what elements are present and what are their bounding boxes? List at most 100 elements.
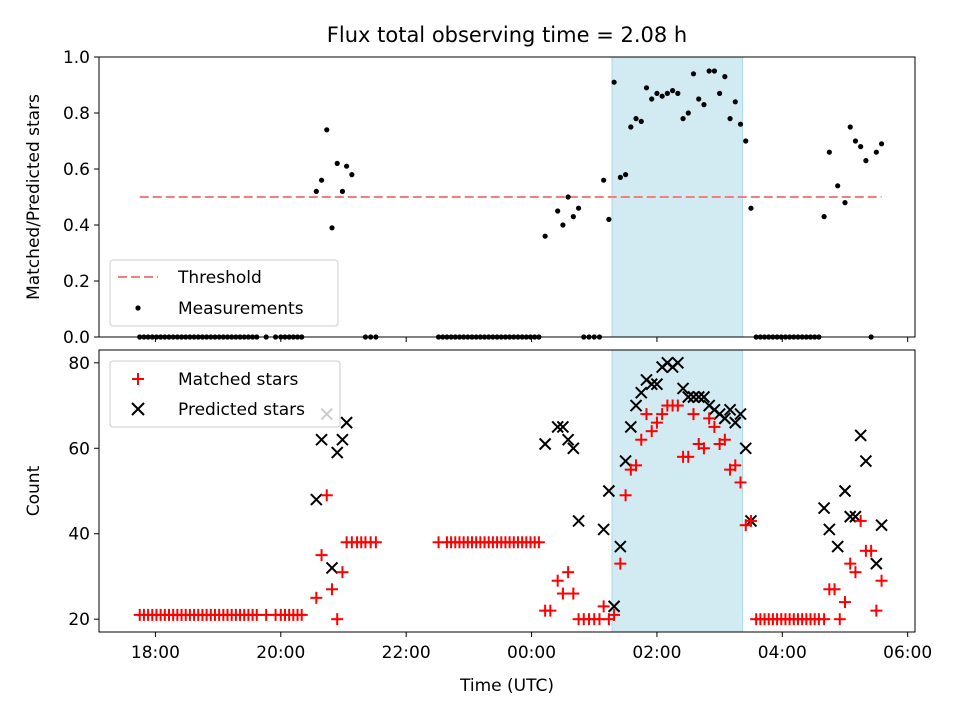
top-axes-frame (98, 56, 916, 338)
matched-point (640, 408, 653, 421)
predicted-point (551, 420, 564, 434)
matched-point (544, 604, 557, 617)
measurement-point (633, 116, 639, 122)
matched-point (551, 574, 564, 587)
predicted-point (671, 356, 685, 370)
x-tick-label: 02:00 (632, 643, 681, 663)
matched-point (635, 433, 648, 446)
predicted-points (310, 356, 888, 613)
measurement-point (821, 214, 827, 220)
measurement-point (711, 68, 717, 74)
predicted-point (838, 484, 852, 498)
matched-point (734, 476, 747, 489)
predicted-point (624, 420, 638, 434)
predicted-point (572, 514, 585, 528)
measurement-point (570, 214, 576, 220)
x-axis-label: Time (UTC) (459, 676, 554, 696)
predicted-point (602, 484, 616, 498)
measurement-point (835, 183, 841, 189)
bottom-y-tick-label: 40 (68, 525, 90, 545)
predicted-point (734, 407, 747, 421)
measurement-point (690, 71, 697, 77)
bottom-y-ticks: 20 40 60 80 (68, 354, 99, 630)
predicted-point (331, 446, 344, 459)
matched-point (703, 412, 716, 425)
matched-point (870, 604, 883, 617)
measurement-point (622, 172, 629, 178)
matched-point (331, 613, 344, 626)
matched-point (608, 608, 621, 621)
measurement-point (878, 141, 885, 147)
predicted-point (635, 386, 648, 399)
matched-point (597, 600, 610, 613)
predicted-point (315, 433, 328, 446)
measurement-point (858, 144, 864, 150)
top-legend-box (109, 259, 339, 327)
x-tick-label: 06:00 (883, 643, 932, 663)
bottom-x-ticks: 18:00 20:00 22:00 00:00 02:00 04:00 06:00 (131, 632, 932, 663)
measurement-point (334, 160, 340, 166)
predicted-point (597, 523, 610, 536)
bottom-axes-frame (98, 349, 916, 633)
matched-point (687, 408, 700, 421)
legend-measurements-swatch (135, 305, 141, 311)
matched-point (320, 489, 333, 502)
predicted-point (556, 420, 570, 434)
matched-point (671, 399, 684, 412)
matched-point (315, 549, 328, 562)
matched-point (828, 583, 841, 596)
matched-point (619, 489, 632, 502)
matched-points (133, 399, 888, 626)
matched-point (369, 536, 382, 549)
top-y-tick-label: 0.6 (63, 160, 90, 180)
legend-measurements-label: Measurements (178, 299, 304, 319)
predicted-point (859, 454, 873, 468)
measurement-point (329, 225, 335, 231)
predicted-point (875, 518, 888, 532)
predicted-point (614, 540, 627, 553)
measurement-point (670, 88, 676, 94)
measurement-point (737, 121, 744, 127)
measurement-point (565, 194, 571, 200)
predicted-point (538, 437, 552, 451)
measurement-point (649, 96, 655, 102)
matched-point (325, 583, 338, 596)
matched-point (682, 450, 695, 463)
predicted-point (854, 429, 867, 442)
measurement-point (706, 68, 712, 74)
measurement-point (617, 174, 623, 180)
measurement-point (873, 149, 879, 155)
x-tick-label: 22:00 (382, 643, 431, 663)
measurement-point (611, 79, 617, 85)
predicted-point (645, 377, 658, 391)
measurement-point (659, 93, 665, 99)
bottom-y-tick-label: 80 (68, 354, 90, 374)
matched-point (562, 566, 575, 579)
measurement-point (852, 138, 859, 144)
matched-point (697, 442, 710, 455)
predicted-point (844, 510, 857, 523)
measurement-point (575, 205, 582, 211)
legend-predicted-label: Predicted stars (178, 400, 305, 420)
measurement-point (318, 177, 325, 183)
predicted-point (629, 399, 643, 412)
measurement-point (349, 172, 355, 178)
predicted-point (697, 390, 711, 404)
x-tick-label: 04:00 (758, 643, 807, 663)
top-y-ticks: 0.0 0.2 0.4 0.6 0.8 1.0 (63, 48, 99, 348)
measurement-point (339, 188, 346, 194)
top-y-tick-label: 0.4 (63, 216, 90, 236)
matched-point (744, 514, 757, 527)
matched-point (567, 587, 580, 600)
bottom-y-axis-label: Count (24, 465, 44, 516)
predicted-point (831, 540, 844, 553)
bottom-panel: 20 40 60 80 18:00 20:00 22:00 00:00 02:00 04:00 0… (24, 349, 932, 696)
predicted-point (687, 390, 700, 404)
matched-point (838, 596, 851, 609)
predicted-point (682, 390, 695, 404)
predicted-point (739, 442, 752, 455)
predicted-point (340, 416, 353, 429)
matched-point (614, 557, 627, 570)
measurement-point (560, 222, 566, 228)
legend-threshold-label: Threshold (177, 268, 262, 288)
